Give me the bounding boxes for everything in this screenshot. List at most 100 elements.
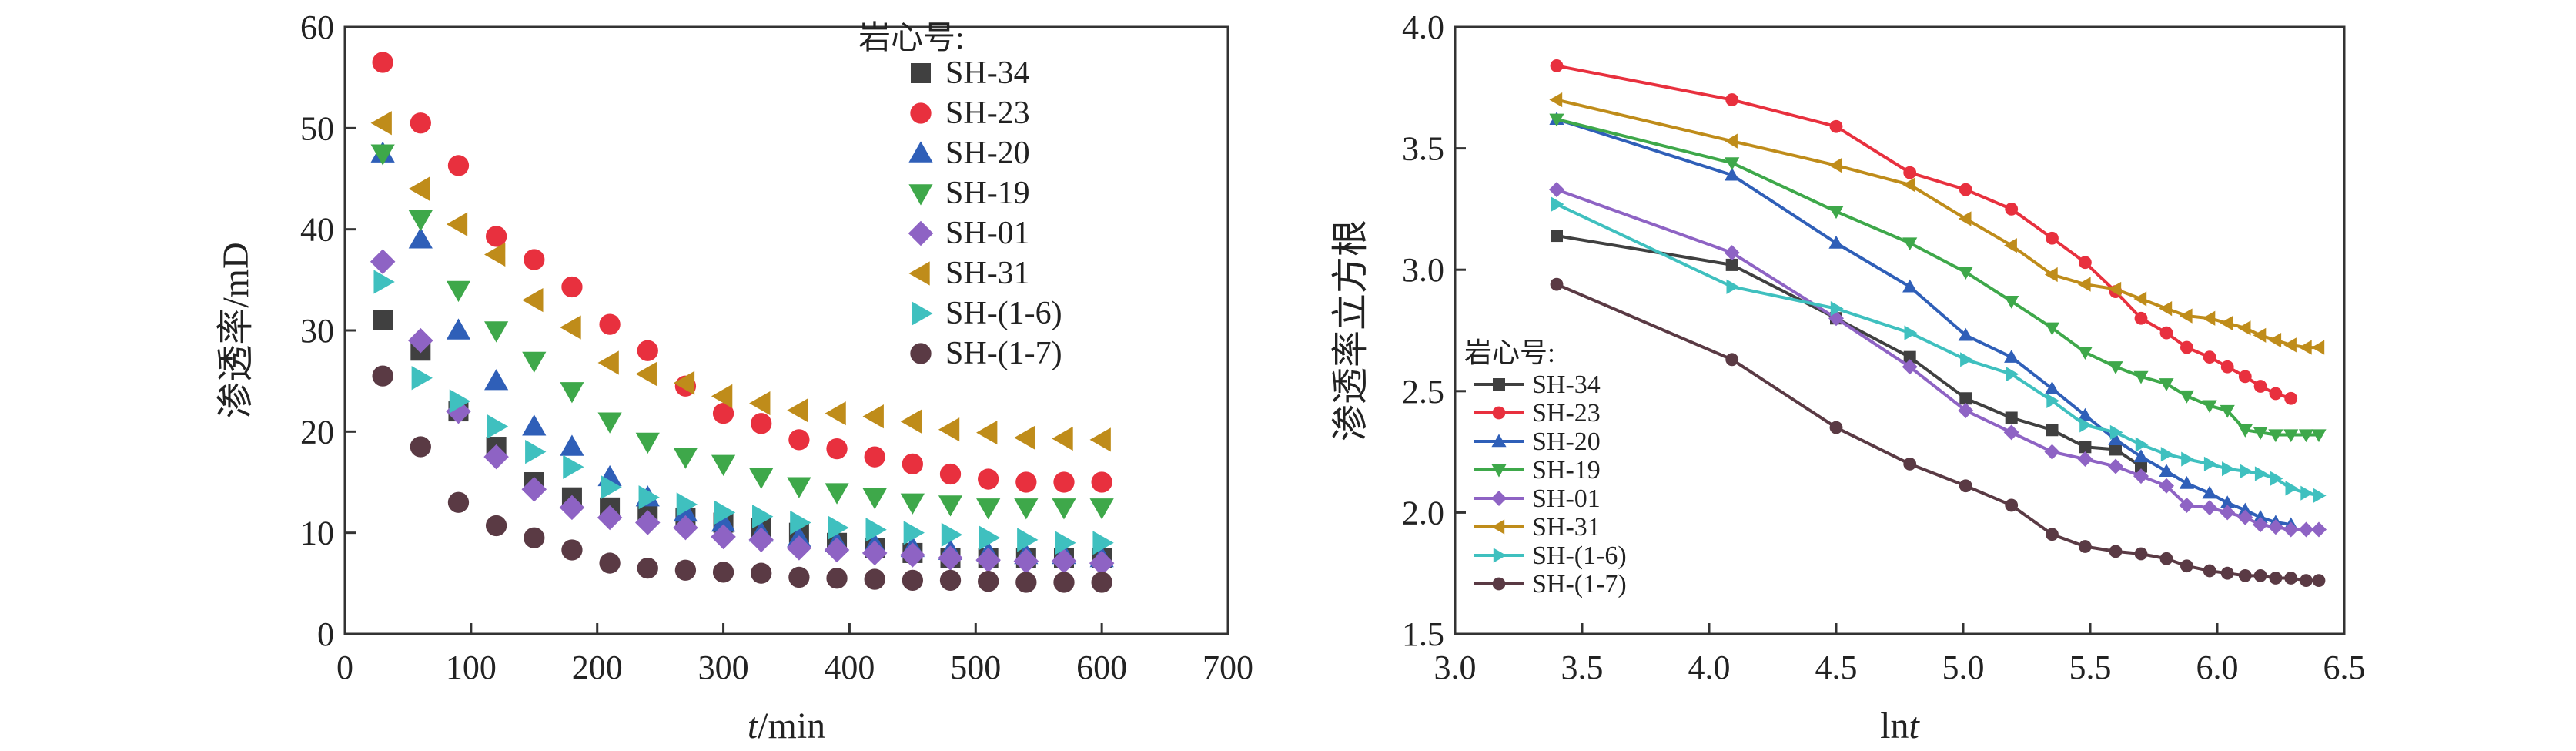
data-point xyxy=(975,547,1001,573)
data-point xyxy=(1902,279,1918,293)
data-point xyxy=(676,492,698,517)
data-point xyxy=(2179,390,2194,404)
data-point xyxy=(900,542,925,568)
data-point xyxy=(1052,426,1073,451)
data-point xyxy=(1828,235,1844,249)
data-point xyxy=(370,249,396,274)
data-point xyxy=(938,545,963,571)
data-point xyxy=(2202,400,2217,414)
data-point xyxy=(2180,340,2193,354)
data-point xyxy=(2253,510,2268,523)
data-point xyxy=(2270,471,2283,486)
data-point xyxy=(1053,572,1075,593)
data-point xyxy=(2159,552,2173,565)
data-point xyxy=(1903,457,1917,471)
data-point xyxy=(939,463,962,485)
x-tick-label: 300 xyxy=(698,649,749,686)
data-point xyxy=(1017,528,1039,552)
data-point xyxy=(483,444,509,470)
data-point xyxy=(2269,387,2283,401)
data-point xyxy=(862,404,884,429)
data-point xyxy=(787,398,808,423)
legend-marker xyxy=(1491,464,1507,478)
data-point xyxy=(748,527,774,553)
data-point xyxy=(2046,528,2059,541)
data-point xyxy=(373,270,395,294)
data-point xyxy=(1902,237,1918,251)
data-point xyxy=(2311,521,2327,538)
data-point xyxy=(1089,498,1114,520)
data-point xyxy=(522,351,547,373)
data-point xyxy=(714,500,736,525)
data-point xyxy=(411,366,433,391)
data-point xyxy=(2298,521,2314,538)
data-point xyxy=(2240,464,2253,479)
data-point xyxy=(902,569,924,592)
data-point xyxy=(790,510,811,535)
data-point xyxy=(1052,498,1076,520)
data-point xyxy=(2180,559,2193,573)
x-tick-label: 200 xyxy=(572,649,623,686)
x-axis-title: lnt xyxy=(1880,706,1920,746)
data-point xyxy=(674,559,697,581)
y-tick-label: 0 xyxy=(317,615,334,653)
data-point xyxy=(976,421,998,445)
data-point xyxy=(2044,381,2060,394)
data-point xyxy=(2283,429,2299,443)
data-point xyxy=(597,505,623,531)
data-point xyxy=(1958,267,1973,280)
data-point xyxy=(673,515,698,541)
data-point xyxy=(1091,471,1112,493)
data-point xyxy=(2079,441,2092,454)
plot-frame xyxy=(1454,25,2346,635)
legend-marker xyxy=(908,184,933,206)
data-point xyxy=(447,491,470,513)
data-point xyxy=(2108,432,2123,446)
data-point xyxy=(2300,574,2313,588)
legend: 岩心号:SH-34 SH-23 SH-20 SH-19 SH-01 SH-31 SH-(1-… xyxy=(858,21,1062,371)
data-point xyxy=(1051,548,1077,574)
data-point xyxy=(373,310,393,330)
x-tick-label: 6.5 xyxy=(2323,649,2366,686)
data-point xyxy=(446,212,468,236)
data-point xyxy=(524,249,545,270)
data-point xyxy=(2109,545,2123,558)
legend-marker xyxy=(908,261,930,286)
data-point xyxy=(2220,360,2234,374)
data-point xyxy=(408,176,430,201)
data-point xyxy=(2253,568,2267,582)
x-tick-label: 3.5 xyxy=(1561,649,1604,686)
data-point xyxy=(1829,119,1843,133)
data-point xyxy=(635,510,661,535)
x-tick-label: 600 xyxy=(1076,649,1127,686)
legend-label: SH-01 xyxy=(945,216,1030,251)
data-point xyxy=(447,155,470,176)
data-point xyxy=(2238,568,2252,582)
series-line xyxy=(1556,283,2319,582)
data-point xyxy=(637,557,658,579)
data-point xyxy=(485,515,507,537)
legend-title: 岩心号: xyxy=(858,21,965,56)
data-point xyxy=(1014,425,1035,450)
x-tick-label: 5.5 xyxy=(2069,649,2112,686)
data-point xyxy=(487,414,509,439)
data-point xyxy=(861,540,888,566)
data-point xyxy=(485,226,507,247)
data-point xyxy=(2220,505,2236,521)
x-axis-title-prefix: ln xyxy=(1880,706,1909,746)
data-point xyxy=(1725,133,1738,149)
x-tick-label: 5.0 xyxy=(1942,649,1985,686)
legend-label: SH-(1-6) xyxy=(1532,541,1627,570)
legend-label: SH-20 xyxy=(1532,427,1601,456)
data-point xyxy=(2220,315,2233,331)
data-point xyxy=(2109,443,2122,456)
data-point xyxy=(1958,403,1974,419)
data-point xyxy=(2237,509,2253,525)
data-point xyxy=(2268,333,2282,348)
data-point xyxy=(1015,471,1037,493)
data-point xyxy=(749,468,774,490)
data-point xyxy=(2179,308,2193,324)
data-point xyxy=(1725,93,1739,106)
legend-label: SH-19 xyxy=(945,176,1030,211)
